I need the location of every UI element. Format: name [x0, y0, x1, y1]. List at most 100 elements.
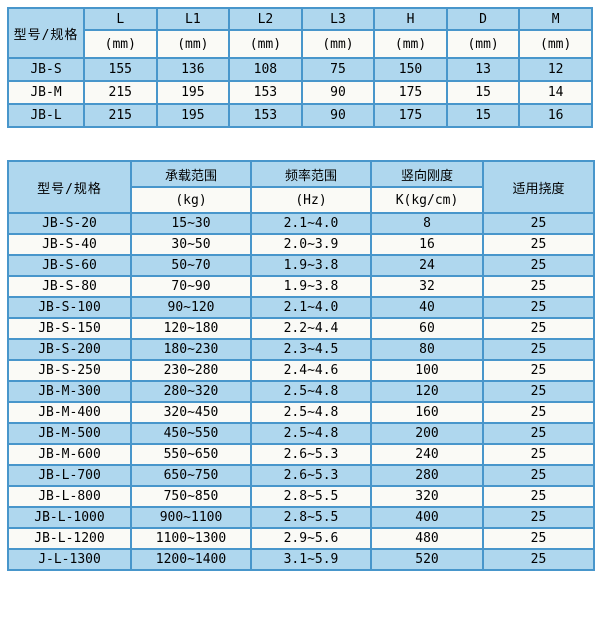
table-cell: 13 — [445, 57, 521, 82]
table-cell: 25 — [482, 254, 595, 277]
table-cell: 25 — [482, 296, 595, 319]
table-cell: 90 — [300, 80, 376, 105]
table-cell: 25 — [482, 401, 595, 424]
table-row: JB-S-80 70~90 1.9~3.8 32 25 — [7, 275, 595, 298]
table-row: JB-S-200 180~230 2.3~4.5 80 25 — [7, 338, 595, 361]
table-cell: 25 — [482, 212, 595, 235]
table1-units-row: (mm) (mm) (mm) (mm) (mm) (mm) (mm) — [8, 29, 593, 59]
table-cell: 30~50 — [130, 233, 252, 256]
table1-unit-cell: (mm) — [373, 29, 448, 59]
table-cell: 1100~1300 — [130, 527, 252, 550]
specs-table-head: 型号/规格 承载范围 频率范围 竖向刚度 适用挠度 (kg) (Hz) K(kg/cm) — [7, 160, 595, 214]
row-header-model: JB-L — [7, 103, 85, 128]
table-cell: 136 — [155, 57, 231, 82]
table2-group-header: 频率范围 — [250, 160, 372, 188]
table1-corner-header: 型号/规格 — [7, 7, 85, 59]
table1-header-row: 型号/规格 L L1 L2 L3 H D M — [7, 7, 593, 59]
table-cell: 2.6~5.3 — [250, 464, 372, 487]
table-cell: 195 — [155, 103, 231, 128]
table-cell: 25 — [482, 275, 595, 298]
table-cell: 40 — [370, 296, 484, 319]
table-cell: 2.4~4.6 — [250, 359, 372, 382]
specs-table: 型号/规格 承载范围 频率范围 竖向刚度 适用挠度 (kg) (Hz) K(kg/cm) … — [7, 160, 595, 571]
table2-header-row: 型号/规格 承载范围 频率范围 竖向刚度 适用挠度 — [7, 160, 595, 214]
table2-corner-header: 型号/规格 — [7, 160, 132, 214]
table2-units-row: (kg) (Hz) K(kg/cm) — [8, 186, 594, 214]
table-cell: 15~30 — [130, 212, 252, 235]
table-row: JB-S-40 30~50 2.0~3.9 16 25 — [7, 233, 595, 256]
table2-unit-cell: (Hz) — [250, 186, 372, 214]
table1-col-header: L2 — [228, 7, 303, 31]
table-cell: 2.5~4.8 — [250, 380, 372, 403]
table-row: JB-S-60 50~70 1.9~3.8 24 25 — [7, 254, 595, 277]
table-cell: 12 — [518, 57, 593, 82]
specs-table-body: JB-S-20 15~30 2.1~4.0 8 25 JB-S-40 30~50 2.0~3.… — [7, 212, 595, 571]
row-header-model: JB-L-1200 — [7, 527, 132, 550]
table-row: JB-M 215 195 153 90 175 15 14 — [7, 80, 593, 105]
table-cell: 25 — [482, 233, 595, 256]
table-cell: 160 — [370, 401, 484, 424]
table-row: J-L-1300 1200~1400 3.1~5.9 520 25 — [7, 548, 595, 571]
table-cell: 195 — [155, 80, 231, 105]
table-cell: 80 — [370, 338, 484, 361]
table2-unit-cell: K(kg/cm) — [370, 186, 484, 214]
table2-group-header: 竖向刚度 — [370, 160, 484, 188]
table-cell: 150 — [373, 57, 448, 82]
table2-group-header: 承载范围 — [130, 160, 252, 188]
table1-col-header: D — [445, 7, 521, 31]
table-cell: 32 — [370, 275, 484, 298]
table-cell: 1.9~3.8 — [250, 254, 372, 277]
table-cell: 400 — [370, 506, 484, 529]
table-cell: 2.6~5.3 — [250, 443, 372, 466]
row-header-model: JB-L-800 — [7, 485, 132, 508]
table-cell: 320 — [370, 485, 484, 508]
table-cell: 2.8~5.5 — [250, 506, 372, 529]
row-header-model: JB-M-300 — [7, 380, 132, 403]
table-cell: 520 — [370, 548, 484, 571]
table1-unit-cell: (mm) — [83, 29, 158, 59]
row-header-model: JB-S-250 — [7, 359, 132, 382]
table1-col-header: L — [83, 7, 158, 31]
table-cell: 153 — [228, 103, 303, 128]
table-cell: 25 — [482, 548, 595, 571]
table-cell: 2.2~4.4 — [250, 317, 372, 340]
table-cell: 60 — [370, 317, 484, 340]
row-header-model: JB-S-100 — [7, 296, 132, 319]
table-cell: 155 — [83, 57, 158, 82]
table-cell: 2.5~4.8 — [250, 422, 372, 445]
table-cell: 2.1~4.0 — [250, 212, 372, 235]
table-cell: 550~650 — [130, 443, 252, 466]
table-row: JB-S-20 15~30 2.1~4.0 8 25 — [7, 212, 595, 235]
table-cell: 75 — [300, 57, 376, 82]
table-cell: 25 — [482, 464, 595, 487]
table-cell: 24 — [370, 254, 484, 277]
table-cell: 650~750 — [130, 464, 252, 487]
table-cell: 25 — [482, 338, 595, 361]
table1-unit-cell: (mm) — [155, 29, 231, 59]
table1-col-header: L1 — [155, 7, 231, 31]
table-row: JB-L-1000 900~1100 2.8~5.5 400 25 — [7, 506, 595, 529]
table-cell: 2.3~4.5 — [250, 338, 372, 361]
table-cell: 280 — [370, 464, 484, 487]
dimensions-table-head: 型号/规格 L L1 L2 L3 H D M (mm) (mm) (mm) (mm) (mm) (mm… — [7, 7, 593, 59]
table-cell: 14 — [518, 80, 593, 105]
row-header-model: JB-L-1000 — [7, 506, 132, 529]
table-cell: 450~550 — [130, 422, 252, 445]
row-header-model: JB-M-400 — [7, 401, 132, 424]
table-cell: 120 — [370, 380, 484, 403]
table-row: JB-L-700 650~750 2.6~5.3 280 25 — [7, 464, 595, 487]
table-cell: 215 — [83, 103, 158, 128]
row-header-model: JB-S-60 — [7, 254, 132, 277]
table-cell: 153 — [228, 80, 303, 105]
table-row: JB-L-800 750~850 2.8~5.5 320 25 — [7, 485, 595, 508]
table-cell: 16 — [370, 233, 484, 256]
table-cell: 175 — [373, 103, 448, 128]
table1-unit-cell: (mm) — [228, 29, 303, 59]
table1-unit-cell: (mm) — [300, 29, 376, 59]
table-cell: 1200~1400 — [130, 548, 252, 571]
table-row: JB-S 155 136 108 75 150 13 12 — [7, 57, 593, 82]
table-cell: 25 — [482, 380, 595, 403]
table-cell: 70~90 — [130, 275, 252, 298]
table-row: JB-L 215 195 153 90 175 15 16 — [7, 103, 593, 128]
table2-unit-cell: (kg) — [130, 186, 252, 214]
